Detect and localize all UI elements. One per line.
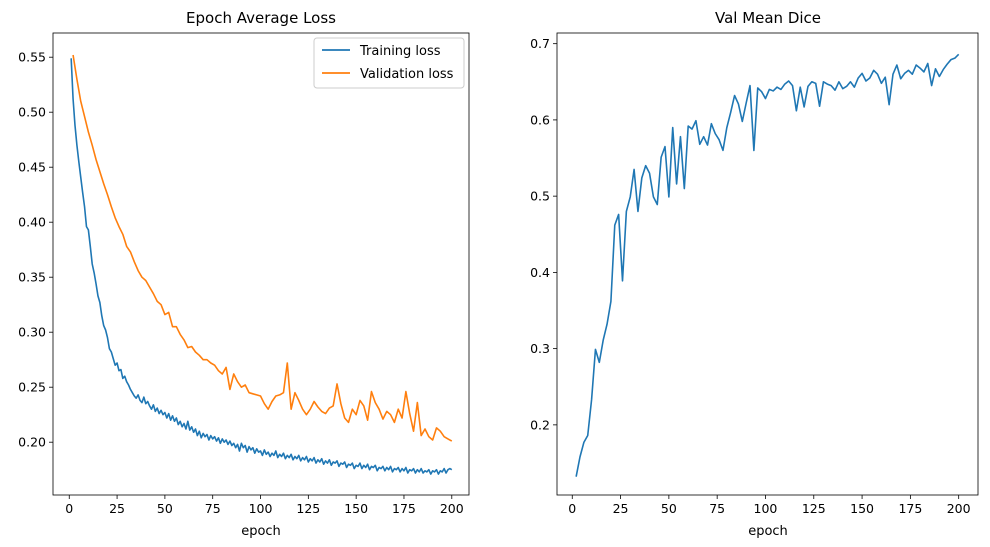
x-tick-label: 25 (613, 501, 629, 516)
x-tick-label: 175 (898, 501, 922, 516)
dice-chart-xlabel: epoch (748, 524, 788, 539)
val-mean-dice-line (575, 53, 960, 477)
x-tick-label: 100 (754, 501, 778, 516)
loss-chart-ticks: 0 25 50 75 100 125 150 175 200 0.20 0.25 0.30 0.35 0.… (18, 50, 464, 516)
dice-chart-frame (556, 32, 979, 496)
y-tick-label: 0.7 (530, 36, 550, 51)
legend-frame (313, 37, 465, 89)
y-tick-label: 0.5 (530, 189, 550, 204)
y-tick-label: 0.40 (18, 215, 46, 230)
y-tick-label: 0.35 (18, 270, 46, 285)
legend-label-training: Training loss (359, 44, 441, 59)
y-tick-label: 0.3 (530, 341, 550, 356)
x-tick-label: 75 (709, 501, 725, 516)
loss-chart: Epoch Average Loss 0 25 50 75 100 125 150 175 20… (18, 9, 470, 539)
x-tick-label: 125 (296, 501, 320, 516)
y-tick-label: 0.25 (18, 380, 46, 395)
x-tick-label: 125 (802, 501, 826, 516)
y-tick-label: 0.20 (18, 435, 46, 450)
x-tick-label: 200 (947, 501, 971, 516)
x-tick-label: 50 (157, 501, 173, 516)
dice-chart-series (575, 53, 960, 477)
x-tick-label: 175 (392, 501, 416, 516)
dice-chart: Val Mean Dice 0 25 50 75 100 125 150 175 2000.20… (530, 9, 979, 539)
y-tick-label: 0.2 (530, 417, 550, 432)
dice-chart-ticks: 0 25 50 75 100 125 150 175 200 0.2 0.3 0.4 0.5 0.6 0.7 (530, 36, 971, 516)
x-tick-label: 0 (568, 501, 576, 516)
y-tick-label: 0.45 (18, 160, 46, 175)
y-tick-label: 0.4 (530, 265, 550, 280)
y-tick-label: 0.30 (18, 325, 46, 340)
x-tick-label: 50 (661, 501, 677, 516)
dice-chart-title: Val Mean Dice (715, 9, 821, 27)
training-loss-line (70, 58, 453, 475)
y-tick-label: 0.50 (18, 105, 46, 120)
loss-chart-series (70, 54, 453, 475)
x-tick-label: 150 (344, 501, 368, 516)
x-tick-label: 0 (65, 501, 73, 516)
loss-chart-frame (52, 32, 470, 496)
validation-loss-line (72, 54, 453, 442)
x-tick-label: 150 (850, 501, 874, 516)
y-tick-label: 0.6 (530, 112, 550, 127)
x-tick-label: 75 (205, 501, 221, 516)
x-tick-label: 200 (440, 501, 464, 516)
x-tick-label: 25 (109, 501, 125, 516)
legend: Training loss Validation loss (313, 37, 465, 89)
x-tick-label: 100 (249, 501, 273, 516)
y-tick-label: 0.55 (18, 50, 46, 65)
legend-label-validation: Validation loss (360, 67, 454, 82)
loss-chart-title: Epoch Average Loss (186, 9, 336, 27)
loss-chart-xlabel: epoch (241, 524, 281, 539)
